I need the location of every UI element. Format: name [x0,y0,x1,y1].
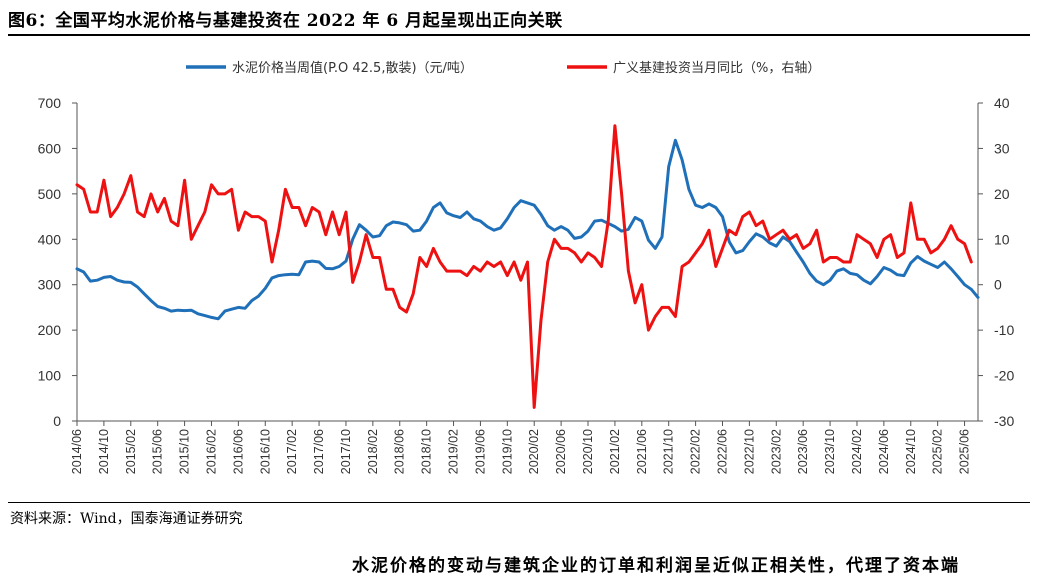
x-tick-label: 2019/10 [500,429,514,474]
x-tick-label: 2024/06 [877,429,891,474]
legend: 水泥价格当周值(P.O 42.5,散装)（元/吨） 广义基建投资当月同比（%，右… [186,60,820,76]
x-tick-label: 2015/10 [178,429,192,474]
x-tick-label: 2016/06 [231,429,245,474]
x-tick-label: 2023/10 [823,429,837,474]
right-tick-label: 40 [994,95,1010,111]
x-tick-label: 2019/06 [473,429,487,474]
x-tick-label: 2015/06 [151,429,165,474]
x-tick-label: 2020/06 [554,429,568,474]
chart: 水泥价格当周值(P.O 42.5,散装)（元/吨） 广义基建投资当月同比（%，右… [38,60,1015,474]
x-tick-label: 2017/06 [312,429,326,474]
x-tick-label: 2018/10 [420,429,434,474]
right-tick-label: 20 [994,186,1010,202]
left-tick-label: 600 [38,140,62,156]
x-tick-label: 2020/02 [527,429,541,474]
left-tick-label: 0 [53,413,61,429]
x-tick-label: 2021/06 [635,429,649,474]
x-tick-label: 2014/10 [97,429,111,474]
x-tick-label: 2024/10 [904,429,918,474]
x-tick-label: 2021/02 [608,429,622,474]
x-tick-label: 2024/02 [850,429,864,474]
x-tick-label: 2022/02 [689,429,703,474]
series-line-1 [75,138,980,321]
x-tick-label: 2022/10 [742,429,756,474]
title-rule [8,34,1030,36]
right-tick-label: -20 [994,368,1014,384]
x-tick-label: 2016/10 [258,429,272,474]
source-rule [8,502,1030,503]
figure-title: 图6：全国平均水泥价格与基建投资在 2022 年 6 月起呈现出正向关联 [8,11,563,31]
left-tick-label: 400 [38,231,62,247]
x-tick-label: 2021/10 [662,429,676,474]
x-tick-label: 2017/10 [339,429,353,474]
right-tick-label: -30 [994,413,1014,429]
x-tick-label: 2020/10 [581,429,595,474]
x-tick-label: 2014/06 [70,429,84,474]
legend-label-series-2: 广义基建投资当月同比（%，右轴） [613,60,820,76]
x-tick-label: 2023/06 [796,429,810,474]
x-tick-label: 2025/06 [958,429,972,474]
x-tick-label: 2025/02 [931,429,945,474]
source-note: 资料来源：Wind，国泰海通证券研究 [10,511,243,527]
x-tick-label: 2023/02 [769,429,783,474]
x-tick-label: 2016/02 [204,429,218,474]
left-tick-label: 300 [38,277,62,293]
right-tick-label: 0 [994,277,1002,293]
x-tick-label: 2019/02 [447,429,461,474]
left-tick-label: 100 [38,368,62,384]
left-tick-label: 500 [38,186,62,202]
x-tick-label: 2015/02 [124,429,138,474]
right-tick-label: 30 [994,140,1010,156]
bottom-text: 水泥价格的变动与建筑企业的订单和利润呈近似正相关性，代理了资本端 [352,556,960,576]
x-tick-label: 2022/06 [715,429,729,474]
right-tick-label: 10 [994,231,1010,247]
x-tick-label: 2017/02 [285,429,299,474]
left-tick-label: 200 [38,322,62,338]
x-tick-label: 2018/02 [366,429,380,474]
right-tick-label: -10 [994,322,1014,338]
left-tick-label: 700 [38,95,62,111]
series-line-2 [75,124,973,409]
legend-label-series-1: 水泥价格当周值(P.O 42.5,散装)（元/吨） [232,60,473,76]
x-tick-label: 2018/06 [393,429,407,474]
